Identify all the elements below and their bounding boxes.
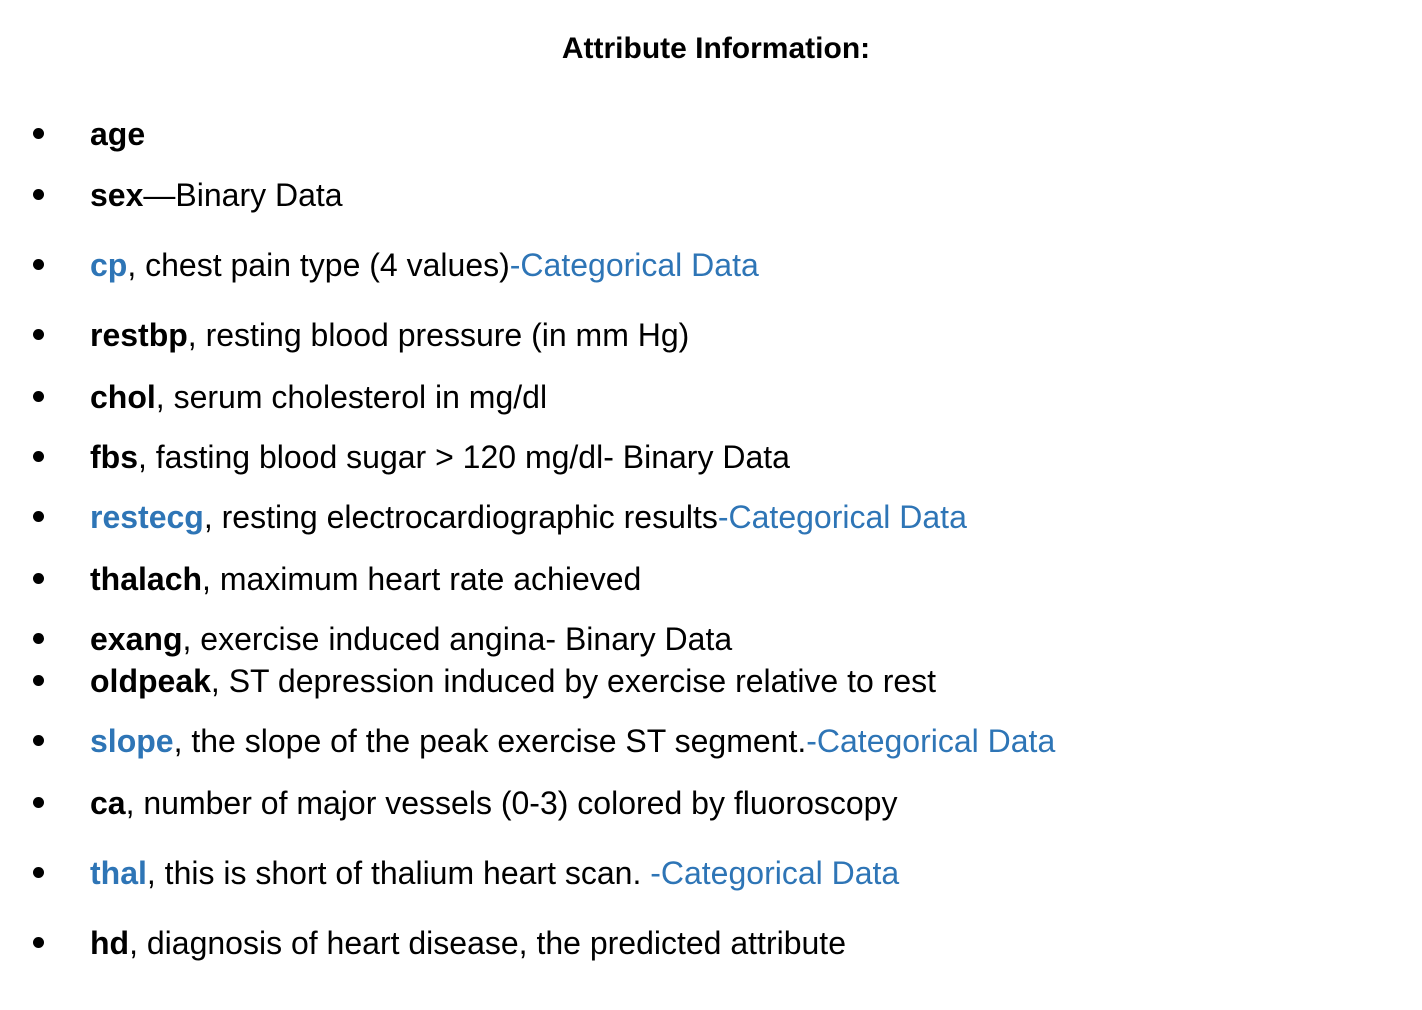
attribute-name: restbp bbox=[90, 317, 188, 353]
attribute-description: —Binary Data bbox=[143, 177, 343, 213]
attribute-name: sex bbox=[90, 177, 144, 213]
attribute-name: ca bbox=[90, 785, 126, 821]
list-item: thalach, maximum heart rate achieved bbox=[0, 559, 1400, 599]
list-item-text: fbs, fasting blood sugar > 120 mg/dl- Bi… bbox=[90, 437, 790, 477]
list-item: restecg, resting electrocardiographic re… bbox=[0, 497, 1400, 537]
list-item-text: sex—Binary Data bbox=[90, 175, 343, 215]
list-item: oldpeak, ST depression induced by exerci… bbox=[0, 661, 1400, 701]
list-item-text: thal, this is short of thalium heart sca… bbox=[90, 853, 899, 893]
bullet-icon bbox=[33, 451, 44, 462]
list-item: fbs, fasting blood sugar > 120 mg/dl- Bi… bbox=[0, 437, 1400, 477]
bullet-icon bbox=[33, 573, 44, 584]
page-title: Attribute Information: bbox=[561, 32, 871, 65]
attribute-name: restecg bbox=[90, 499, 204, 535]
bullet-icon bbox=[33, 675, 44, 686]
list-item: slope, the slope of the peak exercise ST… bbox=[0, 721, 1400, 761]
list-item-text: thalach, maximum heart rate achieved bbox=[90, 559, 641, 599]
list-item: thal, this is short of thalium heart sca… bbox=[0, 853, 1400, 893]
bullet-icon bbox=[33, 937, 44, 948]
attribute-description: , fasting blood sugar > 120 mg/dl- Binar… bbox=[138, 439, 790, 475]
attribute-description: , chest pain type (4 values) bbox=[127, 247, 510, 283]
list-item: age bbox=[0, 114, 1400, 154]
list-item: exang, exercise induced angina- Binary D… bbox=[0, 619, 1400, 659]
attribute-name: exang bbox=[90, 621, 183, 657]
attribute-description: , diagnosis of heart disease, the predic… bbox=[129, 925, 846, 961]
list-item-text: age bbox=[90, 114, 145, 154]
attribute-name: slope bbox=[90, 723, 174, 759]
attribute-description: , resting blood pressure (in mm Hg) bbox=[187, 317, 690, 353]
bullet-icon bbox=[33, 511, 44, 522]
list-item-text: slope, the slope of the peak exercise ST… bbox=[90, 721, 1055, 761]
attribute-description: , number of major vessels (0-3) colored … bbox=[125, 785, 898, 821]
bullet-icon bbox=[33, 633, 44, 644]
list-item-text: ca, number of major vessels (0-3) colore… bbox=[90, 783, 897, 823]
list-item-text: chol, serum cholesterol in mg/dl bbox=[90, 377, 547, 417]
bullet-icon bbox=[33, 259, 44, 270]
list-item-text: cp, chest pain type (4 values)-Categoric… bbox=[90, 245, 759, 285]
attribute-type-note: -Categorical Data bbox=[650, 855, 900, 891]
attribute-description: , resting electrocardiographic results bbox=[203, 499, 718, 535]
bullet-icon bbox=[33, 189, 44, 200]
attribute-name: fbs bbox=[90, 439, 138, 475]
bullet-icon bbox=[33, 329, 44, 340]
attribute-type-note: -Categorical Data bbox=[509, 247, 759, 283]
attribute-type-note: -Categorical Data bbox=[806, 723, 1056, 759]
list-item-text: hd, diagnosis of heart disease, the pred… bbox=[90, 923, 846, 963]
attribute-name: age bbox=[90, 116, 146, 152]
bullet-icon bbox=[33, 797, 44, 808]
list-item: chol, serum cholesterol in mg/dl bbox=[0, 377, 1400, 417]
bullet-icon bbox=[33, 128, 44, 139]
attribute-name: thal bbox=[90, 855, 147, 891]
attribute-description: , ST depression induced by exercise rela… bbox=[210, 663, 937, 699]
attribute-name: oldpeak bbox=[90, 663, 211, 699]
attribute-description: , this is short of thalium heart scan. bbox=[146, 855, 651, 891]
bullet-icon bbox=[33, 867, 44, 878]
attribute-name: hd bbox=[90, 925, 130, 961]
bullet-icon bbox=[33, 735, 44, 746]
attribute-name: thalach bbox=[90, 561, 203, 597]
bullet-icon bbox=[33, 391, 44, 402]
list-item-text: restbp, resting blood pressure (in mm Hg… bbox=[90, 315, 689, 355]
list-item-text: exang, exercise induced angina- Binary D… bbox=[90, 619, 732, 659]
attribute-type-note: -Categorical Data bbox=[717, 499, 967, 535]
attribute-description: , serum cholesterol in mg/dl bbox=[155, 379, 548, 415]
list-item: restbp, resting blood pressure (in mm Hg… bbox=[0, 315, 1400, 355]
attribute-name: chol bbox=[90, 379, 156, 415]
list-item: sex—Binary Data bbox=[0, 175, 1400, 215]
list-item: ca, number of major vessels (0-3) colore… bbox=[0, 783, 1400, 823]
list-item: hd, diagnosis of heart disease, the pred… bbox=[0, 923, 1400, 963]
list-item-text: oldpeak, ST depression induced by exerci… bbox=[90, 661, 936, 701]
attribute-description: , exercise induced angina- Binary Data bbox=[182, 621, 733, 657]
list-item-text: restecg, resting electrocardiographic re… bbox=[90, 497, 967, 537]
attribute-description: , maximum heart rate achieved bbox=[202, 561, 642, 597]
list-item: cp, chest pain type (4 values)-Categoric… bbox=[0, 245, 1400, 285]
attribute-description: , the slope of the peak exercise ST segm… bbox=[173, 723, 807, 759]
attribute-name: cp bbox=[90, 247, 128, 283]
